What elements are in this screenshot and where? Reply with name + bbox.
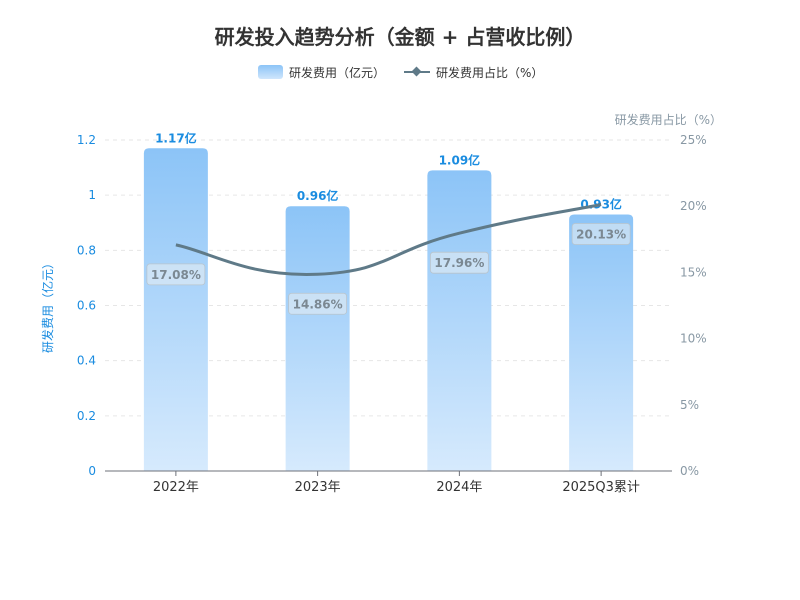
line-value-badge: 20.13%: [571, 223, 631, 245]
bar[interactable]: [569, 214, 634, 471]
right-tick-label: 20%: [680, 199, 707, 213]
right-tick-label: 5%: [680, 398, 699, 412]
bar-value-label: 1.09亿: [439, 152, 481, 167]
left-axis-ticks: 0 0.2 0.4 0.6 0.8 1 1.2: [77, 133, 96, 478]
legend-bar-swatch: [258, 65, 283, 79]
line-series: [175, 203, 602, 276]
left-tick-label: 0.8: [77, 243, 96, 257]
x-tick-label: 2025Q3累计: [562, 480, 640, 495]
line-value-badge: 14.86%: [288, 292, 348, 315]
badge-box: [429, 251, 489, 274]
line-value-badge: 17.96%: [429, 251, 489, 274]
right-axis-ticks: 0% 5% 10% 15% 20% 25%: [680, 133, 707, 478]
right-tick-label: 0%: [680, 464, 699, 478]
left-tick-label: 0: [88, 464, 96, 478]
right-axis-title: 研发费用占比（%）: [615, 112, 722, 127]
line-value-badge: 17.08%: [146, 263, 206, 286]
line-value-label: 14.86%: [293, 297, 343, 311]
left-axis-title: 研发费用（亿元）: [40, 257, 55, 353]
x-tick-label: 2022年: [153, 480, 199, 495]
bar-value-label: 1.17亿: [155, 130, 197, 145]
line-value-labels: 17.08% 14.86% 17.96% 20.13%: [146, 223, 631, 315]
line-value-label: 17.08%: [151, 268, 201, 282]
left-tick-label: 0.2: [77, 409, 96, 423]
bar-series: [143, 148, 634, 471]
bar-value-label: 0.96亿: [297, 188, 339, 203]
line-path[interactable]: [175, 203, 602, 276]
right-tick-label: 15%: [680, 265, 707, 279]
legend-line-label: 研发费用占比（%）: [436, 65, 543, 80]
legend-bar-label: 研发费用（亿元）: [289, 65, 385, 80]
bar-value-labels: 1.17亿 0.96亿 1.09亿 0.93亿: [155, 130, 622, 211]
bar[interactable]: [427, 170, 492, 471]
legend-line-marker: [411, 66, 422, 77]
bar[interactable]: [143, 148, 208, 471]
line-value-label: 17.96%: [434, 256, 484, 270]
legend[interactable]: 研发费用（亿元） 研发费用占比（%）: [258, 65, 543, 80]
line-value-label: 20.13%: [576, 227, 626, 241]
left-tick-label: 1.2: [77, 133, 96, 147]
bar-value-label: 0.93亿: [580, 196, 622, 211]
badge-box: [288, 292, 348, 315]
x-tick-label: 2024年: [436, 480, 482, 495]
left-tick-label: 1: [88, 188, 96, 202]
left-tick-label: 0.4: [77, 354, 96, 368]
left-tick-label: 0.6: [77, 299, 96, 313]
bar[interactable]: [285, 206, 350, 471]
right-tick-label: 10%: [680, 332, 707, 346]
chart-title: 研发投入趋势分析（金额 + 占营收比例）: [215, 25, 586, 49]
x-tick-label: 2023年: [295, 480, 341, 495]
badge-box: [146, 263, 206, 286]
right-tick-label: 25%: [680, 133, 707, 147]
badge-box: [571, 223, 631, 245]
x-axis-ticks: 2022年 2023年 2024年 2025Q3累计: [153, 471, 640, 495]
